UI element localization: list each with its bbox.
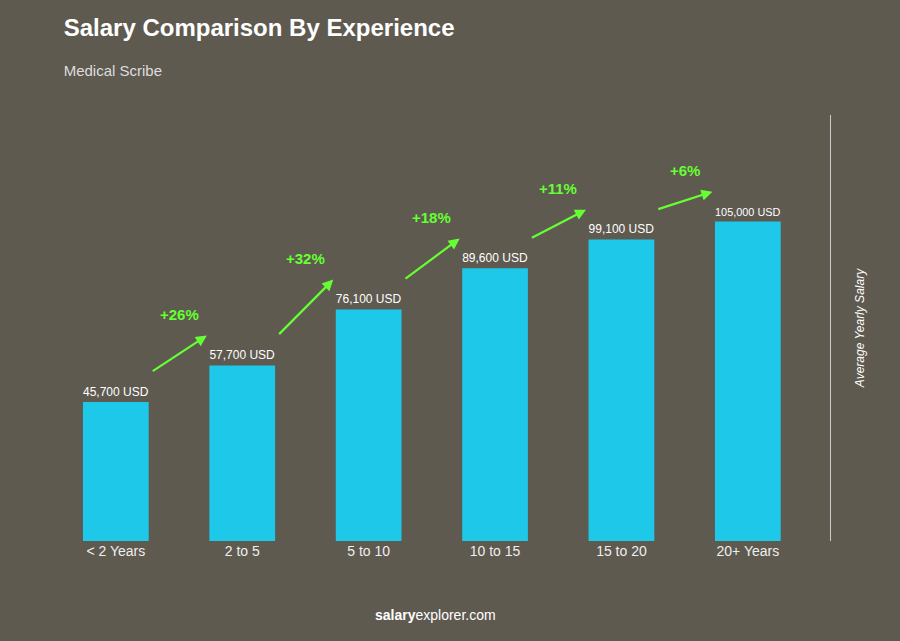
svg-text:Average Yearly Salary: Average Yearly Salary — [853, 268, 867, 388]
svg-text:15 to 20: 15 to 20 — [596, 543, 647, 559]
svg-text:+11%: +11% — [539, 180, 577, 197]
svg-text:45,700 USD: 45,700 USD — [83, 385, 149, 399]
svg-text:< 2 Years: < 2 Years — [86, 543, 145, 559]
svg-text:+6%: +6% — [670, 162, 700, 179]
svg-text:2 to 5: 2 to 5 — [225, 543, 260, 559]
svg-text:20+ Years: 20+ Years — [717, 543, 780, 559]
svg-text:89,600 USD: 89,600 USD — [462, 251, 528, 265]
svg-text:99,100 USD: 99,100 USD — [589, 222, 655, 236]
svg-text:Medical Scribe: Medical Scribe — [64, 62, 162, 79]
svg-text:+32%: +32% — [286, 250, 325, 267]
svg-text:+26%: +26% — [160, 306, 199, 323]
svg-text:10 to 15: 10 to 15 — [470, 543, 521, 559]
svg-text:Salary Comparison By Experienc: Salary Comparison By Experience — [64, 14, 455, 41]
svg-text:76,100 USD: 76,100 USD — [336, 292, 402, 306]
svg-text:105,000 USD: 105,000 USD — [715, 206, 780, 218]
svg-text:5 to 10: 5 to 10 — [347, 543, 390, 559]
svg-text:+18%: +18% — [412, 209, 451, 226]
svg-text:salaryexplorer.com: salaryexplorer.com — [375, 607, 496, 623]
svg-text:57,700 USD: 57,700 USD — [209, 348, 275, 362]
